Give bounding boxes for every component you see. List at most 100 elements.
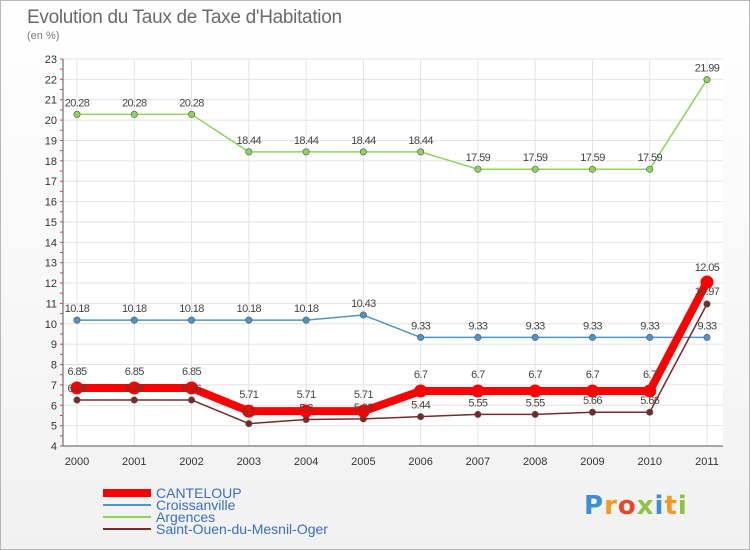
data-point	[646, 165, 654, 173]
data-label: 20.28	[65, 97, 90, 109]
data-point	[414, 384, 428, 398]
data-point	[643, 384, 657, 398]
logo-letter: r	[604, 491, 618, 521]
data-label: 6.7	[643, 369, 657, 381]
x-tick-label: 2009	[580, 456, 604, 468]
data-point	[703, 76, 711, 84]
y-tick-label: 21	[45, 95, 57, 107]
data-point	[245, 420, 253, 428]
data-label: 17.59	[580, 152, 605, 164]
y-tick-label: 8	[51, 360, 57, 372]
y-tick-label: 22	[45, 74, 57, 86]
y-tick-label: 19	[45, 135, 57, 147]
y-tick-label: 5	[51, 421, 57, 433]
data-point	[188, 396, 196, 404]
y-tick-label: 13	[45, 258, 57, 270]
data-point	[531, 165, 539, 173]
data-point	[359, 311, 367, 319]
data-point	[70, 381, 84, 395]
data-point	[302, 148, 310, 156]
data-point	[359, 148, 367, 156]
y-tick-label: 16	[45, 197, 57, 209]
data-point	[73, 110, 81, 118]
data-point	[646, 408, 654, 416]
data-point	[188, 316, 196, 324]
data-label: 6.7	[471, 369, 485, 381]
y-tick-label: 9	[51, 339, 57, 351]
y-tick-label: 12	[45, 278, 57, 290]
data-point	[127, 381, 141, 395]
data-point	[130, 316, 138, 324]
data-point	[588, 333, 596, 341]
chart-title: Evolution du Taux de Taxe d'Habitation	[27, 7, 342, 28]
data-label: 5.55	[468, 397, 487, 409]
data-label: 5.1	[242, 407, 256, 419]
data-label: 18.44	[294, 135, 319, 147]
data-label: 6.85	[182, 366, 201, 378]
logo-letter: i	[654, 491, 665, 521]
data-label: 5.66	[640, 395, 659, 407]
data-label: 6.26	[125, 383, 144, 395]
logo-letter: t	[664, 491, 678, 521]
data-label: 5.44	[411, 400, 430, 412]
data-point	[474, 333, 482, 341]
data-point	[474, 410, 482, 418]
data-point	[185, 381, 199, 395]
logo-letter: x	[636, 491, 655, 521]
data-label: 18.44	[351, 135, 376, 147]
data-point	[130, 110, 138, 118]
x-tick-label: 2000	[65, 456, 89, 468]
y-tick-label: 14	[45, 237, 57, 249]
chart-subtitle: (en %)	[27, 30, 60, 42]
proxiti-logo: Proxiti	[584, 491, 688, 521]
data-point	[474, 165, 482, 173]
data-label: 9.33	[526, 320, 545, 332]
data-point	[417, 413, 425, 421]
data-label: 5.71	[354, 389, 373, 401]
data-label: 5.71	[239, 389, 258, 401]
data-label: 10.18	[65, 303, 90, 315]
data-label: 10.43	[351, 298, 376, 310]
data-point	[588, 408, 596, 416]
data-label: 20.28	[122, 97, 147, 109]
data-label: 10.97	[695, 286, 720, 298]
y-tick-label: 18	[45, 156, 57, 168]
data-label: 9.33	[583, 320, 602, 332]
x-tick-label: 2001	[122, 456, 146, 468]
data-label: 6.26	[67, 383, 86, 395]
data-label: 5.3	[299, 403, 313, 415]
data-label: 6.7	[528, 369, 542, 381]
x-tick-label: 2004	[294, 456, 318, 468]
data-label: 10.18	[294, 303, 319, 315]
y-tick-label: 6	[51, 400, 57, 412]
data-point	[585, 384, 599, 398]
legend-label: Argences	[156, 509, 215, 525]
data-point	[302, 316, 310, 324]
series-line-Croissanville	[77, 314, 707, 339]
data-point	[700, 275, 714, 289]
data-point	[471, 384, 485, 398]
data-label: 12.05	[695, 262, 720, 274]
data-label: 6.85	[67, 366, 86, 378]
data-label: 10.18	[122, 303, 147, 315]
data-label: 17.59	[523, 152, 548, 164]
data-point	[188, 110, 196, 118]
logo-letter: P	[584, 491, 605, 521]
data-label: 5.71	[297, 389, 316, 401]
data-point	[531, 410, 539, 418]
series-line-Argences	[77, 79, 708, 170]
data-label: 5.66	[583, 395, 602, 407]
data-label: 20.28	[179, 97, 204, 109]
x-tick-label: 2011	[695, 456, 719, 468]
data-label: 17.59	[466, 152, 491, 164]
y-tick-label: 15	[45, 217, 57, 229]
data-point	[299, 404, 313, 418]
x-tick-label: 2005	[351, 456, 375, 468]
data-point	[130, 396, 138, 404]
data-point	[588, 165, 596, 173]
legend-label: Croissanville	[156, 497, 236, 513]
data-label: 5.33	[354, 402, 373, 414]
data-label: 6.85	[125, 366, 144, 378]
data-label: 10.18	[237, 303, 262, 315]
